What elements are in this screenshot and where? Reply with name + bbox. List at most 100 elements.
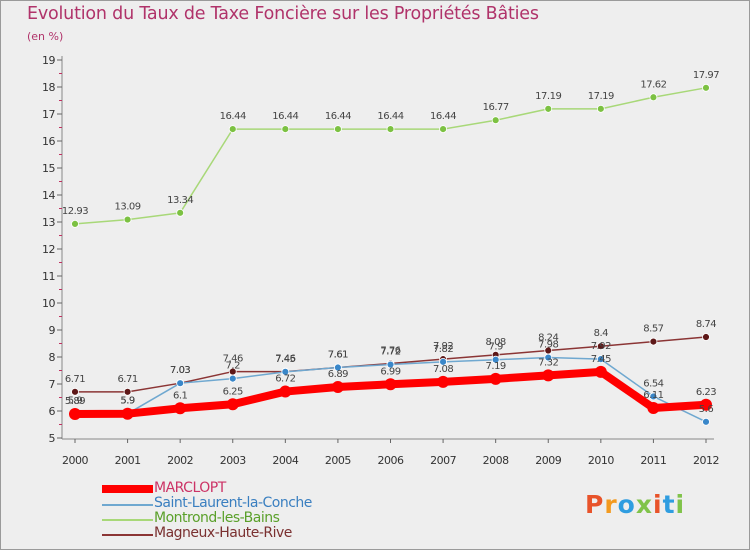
data-point-saint-laurent-la-conche <box>228 374 237 383</box>
logo-letter: t <box>662 490 676 519</box>
data-label-magneux-haute-rive: 8.57 <box>643 324 663 335</box>
data-point-magneux-haute-rive <box>649 337 658 346</box>
data-label-montrond-les-bains: 17.19 <box>535 91 561 102</box>
y-tick-label: 18 <box>42 81 55 94</box>
data-label-montrond-les-bains: 13.34 <box>167 195 193 206</box>
data-label-marclopt: 6.11 <box>643 390 663 401</box>
data-point-marclopt <box>542 369 555 382</box>
data-point-marclopt <box>437 375 450 388</box>
data-labels-layer: 12.93 13.09 13.34 16.44 16.44 16.44 16.44 16.44… <box>62 70 720 415</box>
data-label-magneux-haute-rive: 6.71 <box>65 374 85 385</box>
data-point-saint-laurent-la-conche <box>439 357 447 366</box>
x-tick-label: 2006 <box>378 454 404 467</box>
data-point-montrond-les-bains <box>491 116 500 125</box>
x-tick-label: 2010 <box>588 454 614 467</box>
data-point-montrond-les-bains <box>71 219 79 228</box>
data-label-saint-laurent-la-conche: 7.03 <box>170 365 190 376</box>
data-point-saint-laurent-la-conche <box>491 355 500 364</box>
series-line-marclopt <box>71 367 710 418</box>
data-label-magneux-haute-rive: 8.24 <box>538 333 558 344</box>
data-label-saint-laurent-la-conche: 7.82 <box>433 344 453 355</box>
data-point-montrond-les-bains <box>176 208 185 217</box>
y-tick-label: 11 <box>42 270 55 283</box>
chart-title: Evolution du Taux de Taxe Foncière sur l… <box>27 4 539 24</box>
x-tick-label: 2009 <box>535 454 561 467</box>
data-label-marclopt: 6.99 <box>380 366 400 377</box>
data-label-saint-laurent-la-conche: 7.61 <box>328 350 348 361</box>
y-tick-label: 12 <box>42 243 55 256</box>
legend-swatch <box>102 485 153 493</box>
logo-letter: x <box>635 490 653 519</box>
data-label-saint-laurent-la-conche: 7.2 <box>226 361 241 372</box>
data-point-magneux-haute-rive <box>702 333 710 341</box>
y-tick-label: 10 <box>42 297 55 310</box>
data-label-magneux-haute-rive: 7.46 <box>275 354 295 365</box>
legend-swatch <box>102 534 153 536</box>
data-label-marclopt: 5.9 <box>120 396 135 407</box>
data-point-magneux-haute-rive <box>123 387 132 396</box>
legend-label: Saint-Laurent-la-Conche <box>154 495 312 511</box>
data-label-marclopt: 7.19 <box>486 361 506 372</box>
y-tick-label: 19 <box>42 54 55 67</box>
data-point-saint-laurent-la-conche <box>334 363 342 372</box>
data-label-montrond-les-bains: 17.97 <box>693 70 719 81</box>
data-label-magneux-haute-rive: 7.92 <box>433 341 453 352</box>
legend-swatch <box>102 504 153 506</box>
data-point-magneux-haute-rive <box>596 342 605 351</box>
data-label-saint-laurent-la-conche: 7.92 <box>591 341 611 352</box>
data-point-marclopt <box>174 402 187 415</box>
data-point-saint-laurent-la-conche <box>544 353 553 362</box>
y-tick-label: 15 <box>42 162 55 175</box>
legend-swatch <box>102 519 153 521</box>
x-tick-label: 2005 <box>325 454 351 467</box>
data-label-saint-laurent-la-conche: 7.45 <box>275 354 295 365</box>
y-tick-label: 13 <box>42 216 55 229</box>
data-point-saint-laurent-la-conche <box>176 379 185 388</box>
data-label-marclopt: 6.89 <box>328 369 348 380</box>
data-label-montrond-les-bains: 16.44 <box>272 111 298 122</box>
logo-letter: i <box>653 490 663 519</box>
logo-letter: i <box>675 490 686 519</box>
x-tick-label: 2003 <box>220 454 246 467</box>
data-label-montrond-les-bains: 16.77 <box>483 102 509 113</box>
data-point-montrond-les-bains <box>228 125 237 134</box>
data-label-montrond-les-bains: 16.44 <box>377 111 403 122</box>
data-point-montrond-les-bains <box>281 125 290 134</box>
x-tick-label: 2012 <box>693 454 719 467</box>
data-point-montrond-les-bains <box>649 93 658 102</box>
logo-letter: o <box>617 490 636 519</box>
data-point-montrond-les-bains <box>386 125 395 134</box>
data-label-montrond-les-bains: 16.44 <box>325 111 351 122</box>
data-point-saint-laurent-la-conche <box>386 360 395 369</box>
y-tick-label: 5 <box>49 432 56 445</box>
data-point-saint-laurent-la-conche <box>281 367 290 376</box>
data-point-magneux-haute-rive <box>71 387 79 396</box>
data-label-marclopt: 6.1 <box>173 390 188 401</box>
data-point-marclopt <box>384 378 397 391</box>
data-point-marclopt <box>594 365 607 378</box>
data-label-montrond-les-bains: 16.44 <box>220 111 246 122</box>
data-label-saint-laurent-la-conche: 7.9 <box>488 342 503 353</box>
data-label-saint-laurent-la-conche: 5.6 <box>699 404 714 415</box>
data-label-montrond-les-bains: 17.62 <box>640 79 666 90</box>
data-label-magneux-haute-rive: 8.4 <box>594 328 609 339</box>
data-point-marclopt <box>121 407 134 420</box>
data-label-magneux-haute-rive: 7.61 <box>328 350 348 361</box>
data-label-marclopt: 7.32 <box>538 357 558 368</box>
data-point-saint-laurent-la-conche <box>596 355 605 364</box>
data-point-marclopt <box>69 407 81 420</box>
x-tick-label: 2007 <box>430 454 456 467</box>
data-label-marclopt: 6.25 <box>223 386 243 397</box>
data-label-marclopt: 6.23 <box>696 387 716 398</box>
data-point-montrond-les-bains <box>596 104 605 113</box>
data-point-marclopt <box>647 402 660 415</box>
data-label-marclopt: 7.08 <box>433 364 453 375</box>
x-tick-label: 2008 <box>483 454 509 467</box>
y-tick-label: 8 <box>49 351 56 364</box>
data-point-montrond-les-bains <box>544 104 553 113</box>
data-label-montrond-les-bains: 13.09 <box>115 202 141 213</box>
data-point-saint-laurent-la-conche <box>649 392 658 401</box>
y-tick-label: 9 <box>49 324 56 337</box>
